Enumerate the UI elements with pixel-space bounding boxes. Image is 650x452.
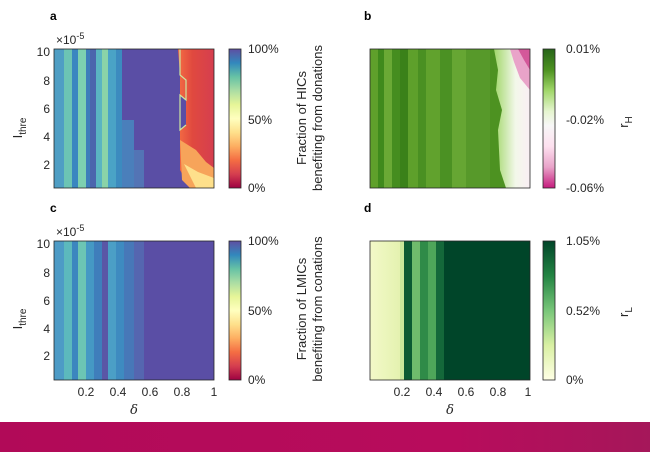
svg-text:0.6: 0.6 xyxy=(142,385,159,399)
svg-text:6: 6 xyxy=(43,102,50,116)
exponent-a: ×10-5 xyxy=(56,31,84,47)
svg-text:-0.06%: -0.06% xyxy=(566,181,604,195)
colorbar-ticks-c: 100% 50% 0% xyxy=(248,234,279,387)
svg-text:100%: 100% xyxy=(248,42,279,56)
svg-text:0.8: 0.8 xyxy=(490,385,507,399)
svg-text:0%: 0% xyxy=(566,373,584,387)
heatmap-b xyxy=(370,49,530,188)
svg-text:2: 2 xyxy=(43,158,50,172)
xlabel-d: δ xyxy=(446,403,454,418)
colorbar-ticks-b: 0.01% -0.02% -0.06% xyxy=(566,42,604,195)
colorbar-label-c: Fraction of LMICs xyxy=(294,257,309,360)
ylabel-c: Ithre xyxy=(10,308,29,329)
panel-label-c: c xyxy=(50,201,57,215)
axes-c xyxy=(53,240,215,381)
colorbar-label-c-2: benefiting from conations xyxy=(310,236,325,382)
svg-text:6: 6 xyxy=(43,294,50,308)
colorbar-d xyxy=(542,240,556,381)
panel-label-a: a xyxy=(50,9,57,23)
colorbar-ticks-d: 1.05% 0.52% 0% xyxy=(566,234,600,387)
svg-text:8: 8 xyxy=(43,266,50,280)
axes-d xyxy=(369,240,531,381)
svg-text:0.52%: 0.52% xyxy=(566,304,600,318)
colorbar-a xyxy=(228,48,242,189)
heatmap-c xyxy=(54,241,214,380)
colorbar-label-a-2: benefiting from donations xyxy=(310,45,325,191)
figure: a 2 4 6 8 10 ×10-5 Ithre 100% 50% 0% Fra… xyxy=(10,9,635,418)
panel-label-b: b xyxy=(364,9,371,23)
svg-text:1: 1 xyxy=(211,385,218,399)
svg-text:0.8: 0.8 xyxy=(174,385,191,399)
exponent-c: ×10-5 xyxy=(56,223,84,239)
heatmap-d xyxy=(370,241,530,380)
svg-text:100%: 100% xyxy=(248,234,279,248)
svg-text:0.6: 0.6 xyxy=(458,385,475,399)
y-ticks-a: 2 4 6 8 10 xyxy=(37,45,51,172)
svg-text:0.2: 0.2 xyxy=(394,385,411,399)
svg-text:0%: 0% xyxy=(248,181,266,195)
svg-text:2: 2 xyxy=(43,349,50,363)
ylabel-a: Ithre xyxy=(10,117,29,138)
svg-text:50%: 50% xyxy=(248,113,272,127)
colorbar-label-a: Fraction of HICs xyxy=(294,71,309,165)
axes-a xyxy=(53,48,215,189)
svg-text:0.2: 0.2 xyxy=(78,385,95,399)
colorbar-b xyxy=(542,48,556,189)
svg-text:0.4: 0.4 xyxy=(110,385,127,399)
svg-text:4: 4 xyxy=(43,322,50,336)
svg-text:0.01%: 0.01% xyxy=(566,42,600,56)
svg-text:1: 1 xyxy=(525,385,532,399)
svg-text:-0.02%: -0.02% xyxy=(566,113,604,127)
svg-text:0%: 0% xyxy=(248,373,266,387)
svg-text:0.4: 0.4 xyxy=(426,385,443,399)
x-ticks-d: 0.2 0.4 0.6 0.8 1 xyxy=(394,385,532,399)
svg-text:10: 10 xyxy=(37,45,51,59)
y-ticks-c: 2 4 6 8 10 xyxy=(37,237,51,363)
footer-bar xyxy=(0,422,650,452)
svg-text:4: 4 xyxy=(43,130,50,144)
panel-label-d: d xyxy=(364,201,371,215)
x-ticks-c: 0.2 0.4 0.6 0.8 1 xyxy=(78,385,218,399)
colorbar-label-d: rL xyxy=(616,307,635,317)
colorbar-c xyxy=(228,240,242,381)
colorbar-label-b: rH xyxy=(616,116,635,128)
axes-b xyxy=(369,48,531,189)
svg-text:10: 10 xyxy=(37,237,51,251)
colorbar-ticks-a: 100% 50% 0% xyxy=(248,42,279,195)
svg-text:50%: 50% xyxy=(248,304,272,318)
svg-text:1.05%: 1.05% xyxy=(566,234,600,248)
xlabel-c: δ xyxy=(130,403,138,418)
heatmap-a xyxy=(54,49,214,188)
svg-text:8: 8 xyxy=(43,74,50,88)
